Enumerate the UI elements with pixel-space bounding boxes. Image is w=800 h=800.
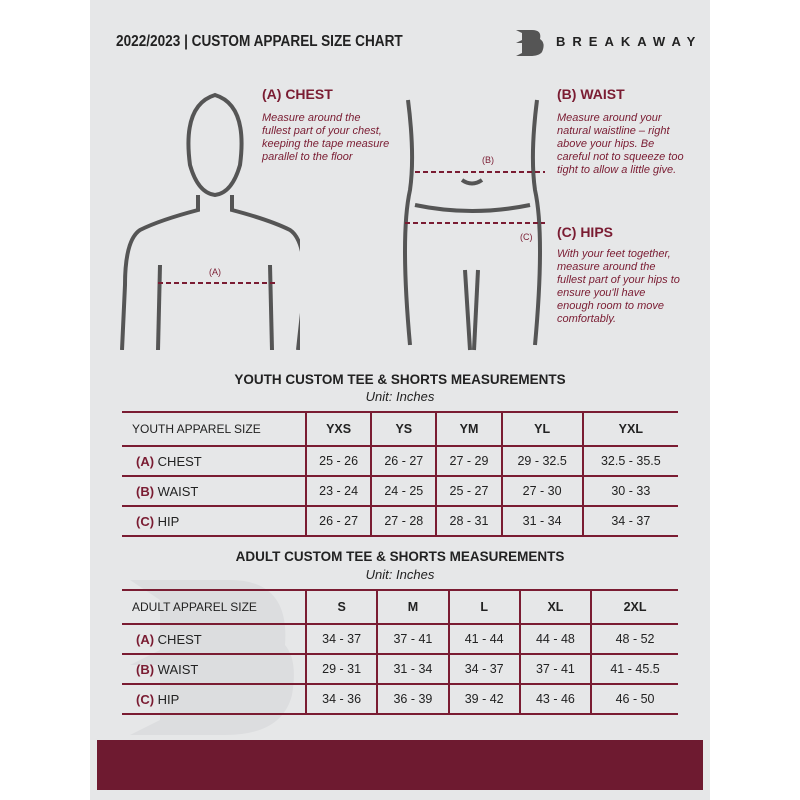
header-cell: ADULT APPAREL SIZE <box>122 589 306 625</box>
table-row: (A) CHEST 34 - 37 37 - 41 41 - 44 44 - 4… <box>122 623 678 655</box>
youth-table-unit: Unit: Inches <box>365 389 435 404</box>
waist-hip-figure-illustration <box>403 99 545 351</box>
cell: 37 - 41 <box>518 653 592 685</box>
cell: 39 - 42 <box>447 683 520 715</box>
table-row: (B) WAIST 23 - 24 24 - 25 25 - 27 27 - 3… <box>122 475 678 507</box>
adult-size-table: ADULT APPAREL SIZE S M L XL 2XL (A) CHES… <box>122 589 678 715</box>
cell: 31 - 34 <box>500 505 583 537</box>
cell: 25 - 26 <box>304 445 372 477</box>
header-cell: 2XL <box>590 589 678 625</box>
cell: 28 - 31 <box>435 505 502 537</box>
adult-table-title: ADULT CUSTOM TEE & SHORTS MEASUREMENTS <box>235 549 565 564</box>
row-letter: (B) <box>136 483 155 499</box>
row-label-text: WAIST <box>157 661 199 677</box>
chest-description: Measure around the fullest part of your … <box>262 112 390 163</box>
cell: 43 - 46 <box>518 683 592 715</box>
header-cell: YM <box>435 411 502 447</box>
row-label: (B) WAIST <box>122 475 306 507</box>
youth-table-title: YOUTH CUSTOM TEE & SHORTS MEASUREMENTS <box>234 372 566 387</box>
row-label-text: HIP <box>157 691 180 707</box>
header-cell: YL <box>500 411 583 447</box>
cell: 31 - 34 <box>376 653 449 685</box>
table-row: (C) HIP 26 - 27 27 - 28 28 - 31 31 - 34 … <box>122 505 678 537</box>
cell: 25 - 27 <box>435 475 502 507</box>
row-label-text: CHEST <box>157 631 202 647</box>
cell: 23 - 24 <box>304 475 372 507</box>
adult-table-unit: Unit: Inches <box>365 567 435 582</box>
row-letter: (C) <box>136 513 155 529</box>
row-letter: (A) <box>136 631 155 647</box>
chest-figure-illustration <box>120 92 300 350</box>
row-letter: (A) <box>136 453 155 469</box>
header-cell: YOUTH APPAREL SIZE <box>122 411 306 447</box>
cell: 46 - 50 <box>590 683 678 715</box>
hips-description: With your feet together, measure around … <box>557 248 680 325</box>
hips-marker: (C) <box>520 232 533 242</box>
row-label: (A) CHEST <box>122 445 306 477</box>
cell: 41 - 44 <box>447 623 520 655</box>
waist-description: Measure around your natural waistline – … <box>557 112 684 176</box>
table-row: (C) HIP 34 - 36 36 - 39 39 - 42 43 - 46 … <box>122 683 678 715</box>
cell: 29 - 31 <box>304 653 378 685</box>
header-cell: S <box>304 589 378 625</box>
header-cell: YS <box>370 411 437 447</box>
row-label: (C) HIP <box>122 683 306 715</box>
cell: 27 - 30 <box>500 475 583 507</box>
table-header-row: YOUTH APPAREL SIZE YXS YS YM YL YXL <box>122 411 678 447</box>
waist-marker: (B) <box>482 155 494 165</box>
footer-bar <box>97 740 703 790</box>
cell: 27 - 29 <box>435 445 502 477</box>
cell: 37 - 41 <box>376 623 449 655</box>
breakaway-logo-icon <box>516 30 544 56</box>
header-cell: L <box>447 589 520 625</box>
row-label-text: HIP <box>157 513 180 529</box>
cell: 34 - 37 <box>581 505 678 537</box>
header-cell: YXL <box>581 411 678 447</box>
youth-size-table: YOUTH APPAREL SIZE YXS YS YM YL YXL (A) … <box>122 411 678 537</box>
chest-heading: (A) CHEST <box>262 86 333 102</box>
page-title: 2022/2023 | CUSTOM APPAREL SIZE CHART <box>116 33 403 50</box>
cell: 36 - 39 <box>376 683 449 715</box>
header-cell: M <box>376 589 449 625</box>
cell: 26 - 27 <box>370 445 437 477</box>
cell: 27 - 28 <box>370 505 437 537</box>
cell: 26 - 27 <box>304 505 372 537</box>
row-letter: (B) <box>136 661 155 677</box>
row-label-text: WAIST <box>157 483 199 499</box>
header-cell: YXS <box>304 411 372 447</box>
cell: 34 - 37 <box>447 653 520 685</box>
table-header-row: ADULT APPAREL SIZE S M L XL 2XL <box>122 589 678 625</box>
row-label-text: CHEST <box>157 453 202 469</box>
cell: 30 - 33 <box>581 475 678 507</box>
cell: 44 - 48 <box>518 623 592 655</box>
chest-marker: (A) <box>209 267 221 277</box>
row-letter: (C) <box>136 691 155 707</box>
cell: 32.5 - 35.5 <box>581 445 678 477</box>
table-row: (B) WAIST 29 - 31 31 - 34 34 - 37 37 - 4… <box>122 653 678 685</box>
brand-name: BREAKAWAY <box>556 34 703 49</box>
cell: 29 - 32.5 <box>500 445 583 477</box>
cell: 34 - 36 <box>304 683 378 715</box>
row-label: (C) HIP <box>122 505 306 537</box>
hips-heading: (C) HIPS <box>557 224 613 240</box>
cell: 41 - 45.5 <box>590 653 678 685</box>
row-label: (B) WAIST <box>122 653 306 685</box>
cell: 24 - 25 <box>370 475 437 507</box>
cell: 48 - 52 <box>590 623 678 655</box>
row-label: (A) CHEST <box>122 623 306 655</box>
cell: 34 - 37 <box>304 623 378 655</box>
waist-heading: (B) WAIST <box>557 86 625 102</box>
table-row: (A) CHEST 25 - 26 26 - 27 27 - 29 29 - 3… <box>122 445 678 477</box>
header-cell: XL <box>518 589 592 625</box>
